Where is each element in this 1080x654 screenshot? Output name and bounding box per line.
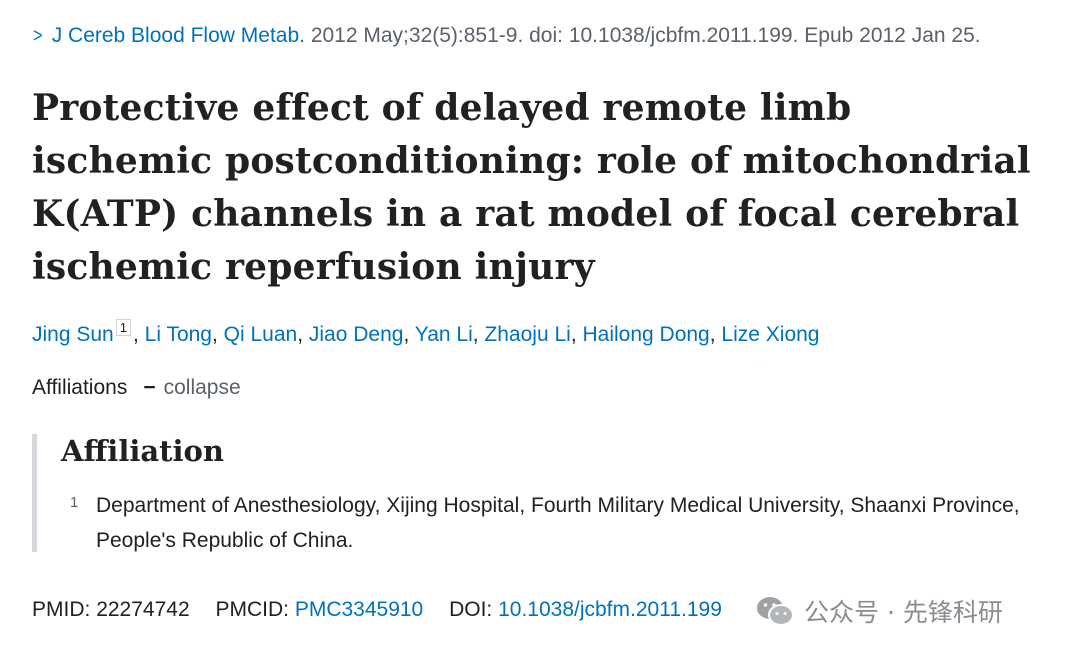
watermark: 公众号 · 先锋科研	[756, 593, 1003, 629]
pmcid-link[interactable]: PMC3345910	[294, 598, 424, 621]
affiliation-ref[interactable]: 1	[115, 319, 131, 336]
affiliation-heading: Affiliation	[61, 434, 224, 468]
affiliation-text: Department of Anesthesiology, Xijing Hos…	[96, 494, 1020, 552]
author-link[interactable]: Yan Li	[414, 323, 473, 346]
author-link[interactable]: Zhaoju Li	[484, 323, 571, 346]
collapse-label[interactable]: collapse	[163, 376, 241, 399]
author-link[interactable]: Lize Xiong	[721, 323, 820, 346]
author-list: Jing Sun 1, Li Tong, Qi Luan, Jiao Deng, …	[32, 319, 820, 346]
affiliations-panel: Affiliation 1 Department of Anesthesiolo…	[32, 434, 1037, 552]
author-link[interactable]: Li Tong	[144, 323, 212, 346]
journal-link[interactable]: J Cereb Blood Flow Metab.	[51, 24, 305, 47]
citation-line: > J Cereb Blood Flow Metab. 2012 May;32(5…	[32, 24, 1064, 48]
doi-link[interactable]: 10.1038/jcbfm.2011.199	[498, 598, 722, 621]
affiliations-label: Affiliations	[32, 376, 128, 399]
author-link[interactable]: Hailong Dong	[582, 323, 710, 346]
citation-details: 2012 May;32(5):851-9. doi: 10.1038/jcbfm…	[310, 24, 981, 47]
doi-label: DOI:	[449, 598, 493, 621]
article-title: Protective effect of delayed remote limb…	[32, 87, 1031, 288]
collapse-dash-icon: −	[143, 376, 156, 399]
chevron-right-icon[interactable]: >	[33, 25, 43, 47]
watermark-text: 公众号 · 先锋科研	[804, 598, 1003, 627]
affiliation-number: 1	[70, 494, 79, 511]
author-link[interactable]: Jing Sun	[32, 323, 114, 346]
author-link[interactable]: Qi Luan	[223, 323, 298, 346]
pmcid-label: PMCID:	[215, 598, 289, 621]
author-link[interactable]: Jiao Deng	[308, 323, 404, 346]
affiliations-toggle[interactable]: Affiliations − collapse	[32, 376, 241, 400]
pmid-value: 22274742	[96, 598, 190, 621]
wechat-icon	[757, 597, 794, 626]
pmid-label: PMID:	[32, 598, 91, 621]
identifiers: PMID: 22274742 PMCID: PMC3345910 DOI: 10…	[32, 598, 722, 622]
